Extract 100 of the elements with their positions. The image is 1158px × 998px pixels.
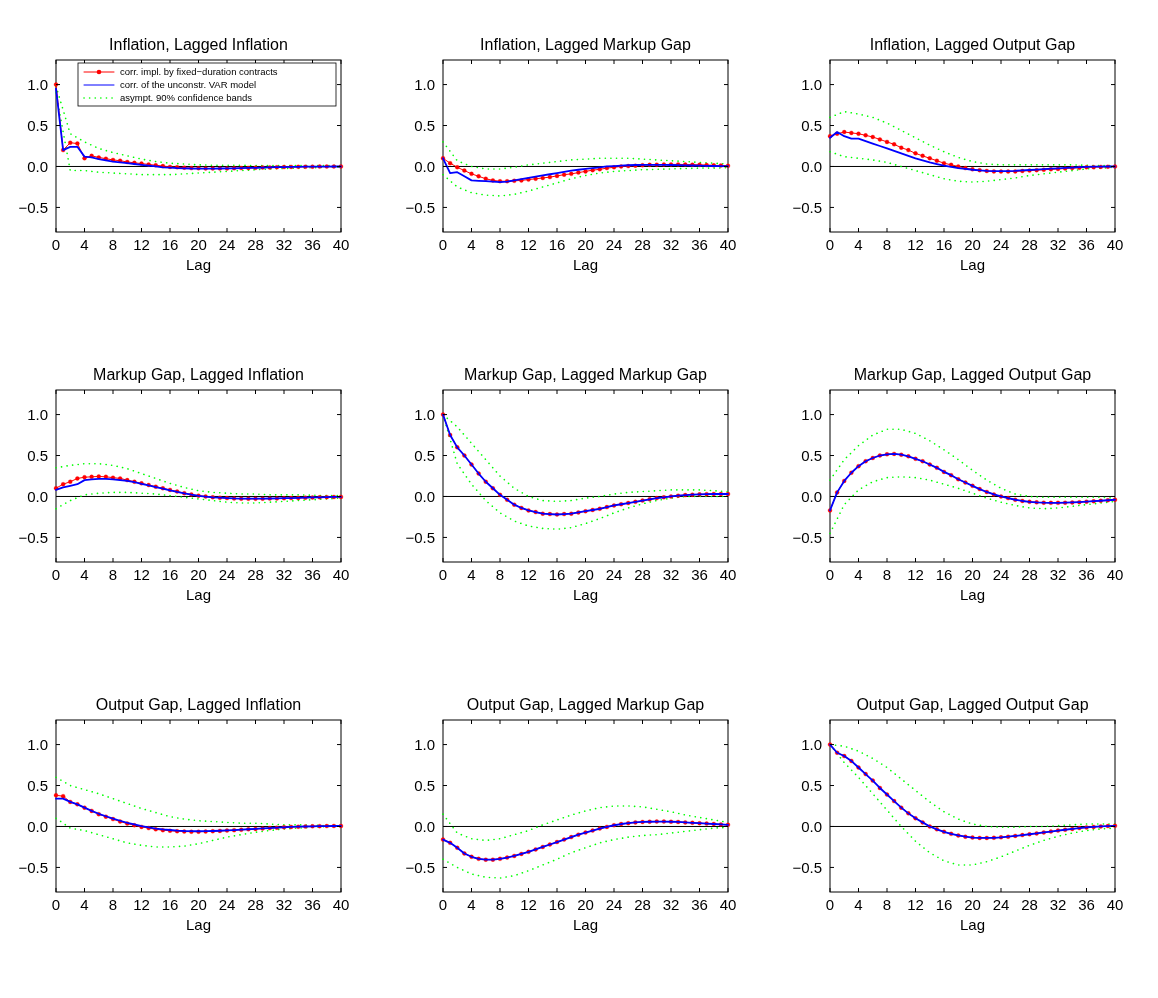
x-tick-label: 36: [691, 896, 708, 913]
x-tick-label: 16: [161, 896, 179, 913]
x-axis-title: Lag: [959, 256, 986, 273]
y-tick-label: 0.0: [27, 487, 48, 505]
x-tick-label: 12: [907, 236, 924, 253]
x-tick-label: 8: [108, 566, 118, 583]
x-tick-label: 12: [133, 896, 150, 913]
legend-label: corr. impl. by fixed−duration contracts: [120, 66, 278, 78]
x-tick-label: 16: [161, 566, 179, 583]
x-tick-label: 28: [1021, 896, 1038, 913]
x-tick-label: 24: [992, 896, 1010, 913]
x-tick-label: 20: [190, 236, 207, 253]
y-tick-label: 1.0: [414, 735, 435, 753]
x-tick-label: 24: [218, 236, 236, 253]
x-tick-label: 4: [854, 896, 863, 913]
x-tick-label: 16: [935, 566, 953, 583]
x-tick-label: 16: [161, 236, 179, 253]
x-tick-label: 4: [80, 566, 89, 583]
x-tick-label: 0: [438, 236, 448, 253]
y-tick-label: 0.5: [27, 446, 48, 464]
x-tick-label: 36: [1078, 896, 1095, 913]
y-tick-label: 0.5: [414, 776, 435, 794]
y-tick-label: 0.5: [414, 116, 435, 134]
y-tick-label: −0.5: [405, 198, 435, 216]
x-tick-label: 32: [275, 566, 293, 583]
x-tick-label: 36: [1078, 566, 1095, 583]
x-tick-label: 12: [907, 566, 924, 583]
x-tick-label: 24: [218, 896, 236, 913]
y-tick-label: 0.0: [801, 817, 822, 835]
y-tick-label: 0.0: [414, 487, 435, 505]
x-tick-label: 28: [247, 896, 264, 913]
x-tick-label: 4: [467, 236, 476, 253]
x-tick-label: 8: [495, 236, 505, 253]
x-tick-label: 0: [51, 896, 61, 913]
x-axis-title: Lag: [959, 586, 986, 603]
x-tick-label: 8: [108, 236, 118, 253]
x-tick-label: 24: [992, 566, 1010, 583]
y-tick-label: 0.0: [27, 157, 48, 175]
x-tick-label: 40: [1106, 566, 1124, 583]
x-tick-label: 16: [548, 236, 566, 253]
x-tick-label: 32: [1049, 236, 1067, 253]
x-tick-label: 20: [577, 896, 594, 913]
x-tick-label: 12: [133, 566, 150, 583]
x-tick-label: 40: [719, 236, 737, 253]
x-axis-title: Lag: [572, 916, 599, 933]
x-tick-label: 0: [825, 896, 835, 913]
x-tick-label: 4: [854, 236, 863, 253]
x-tick-label: 24: [218, 566, 236, 583]
x-tick-label: 28: [634, 896, 651, 913]
y-tick-label: 0.5: [414, 446, 435, 464]
x-tick-label: 0: [438, 566, 448, 583]
x-tick-label: 40: [332, 566, 350, 583]
x-tick-label: 0: [438, 896, 448, 913]
x-tick-label: 20: [964, 236, 981, 253]
x-tick-label: 40: [1106, 236, 1124, 253]
x-tick-label: 28: [247, 566, 264, 583]
x-tick-label: 32: [662, 896, 680, 913]
x-tick-label: 12: [520, 236, 537, 253]
y-tick-label: 1.0: [801, 735, 822, 753]
x-tick-label: 40: [1106, 896, 1124, 913]
x-tick-label: 8: [495, 566, 505, 583]
x-tick-label: 32: [1049, 896, 1067, 913]
y-tick-label: −0.5: [18, 198, 48, 216]
x-tick-label: 40: [719, 896, 737, 913]
x-tick-label: 24: [992, 236, 1010, 253]
x-tick-label: 36: [304, 236, 321, 253]
x-tick-label: 20: [190, 566, 207, 583]
x-tick-label: 0: [51, 566, 61, 583]
x-tick-label: 0: [825, 236, 835, 253]
x-tick-label: 40: [719, 566, 737, 583]
x-tick-label: 16: [935, 236, 953, 253]
x-tick-label: 12: [520, 896, 537, 913]
x-tick-label: 16: [548, 566, 566, 583]
y-tick-label: 1.0: [414, 405, 435, 423]
y-tick-label: 0.0: [801, 487, 822, 505]
y-tick-label: 0.5: [27, 116, 48, 134]
y-tick-label: −0.5: [18, 528, 48, 546]
y-tick-label: 1.0: [414, 75, 435, 93]
chart-title: Markup Gap, Lagged Output Gap: [853, 366, 1092, 383]
x-tick-label: 12: [520, 566, 537, 583]
y-tick-label: −0.5: [18, 858, 48, 876]
x-axis-title: Lag: [185, 916, 212, 933]
x-tick-label: 8: [882, 896, 892, 913]
x-tick-label: 40: [332, 236, 350, 253]
x-tick-label: 20: [190, 896, 207, 913]
x-tick-label: 8: [882, 566, 892, 583]
x-tick-label: 32: [662, 566, 680, 583]
x-tick-label: 0: [825, 566, 835, 583]
chart-title: Inflation, Lagged Markup Gap: [480, 36, 691, 53]
x-tick-label: 36: [304, 896, 321, 913]
x-tick-label: 28: [634, 236, 651, 253]
x-axis-title: Lag: [185, 256, 212, 273]
x-axis-title: Lag: [959, 916, 986, 933]
y-tick-label: −0.5: [405, 528, 435, 546]
x-tick-label: 8: [882, 236, 892, 253]
x-tick-label: 28: [634, 566, 651, 583]
x-tick-label: 28: [247, 236, 264, 253]
x-tick-label: 36: [1078, 236, 1095, 253]
x-tick-label: 0: [51, 236, 61, 253]
y-tick-label: 1.0: [27, 405, 48, 423]
